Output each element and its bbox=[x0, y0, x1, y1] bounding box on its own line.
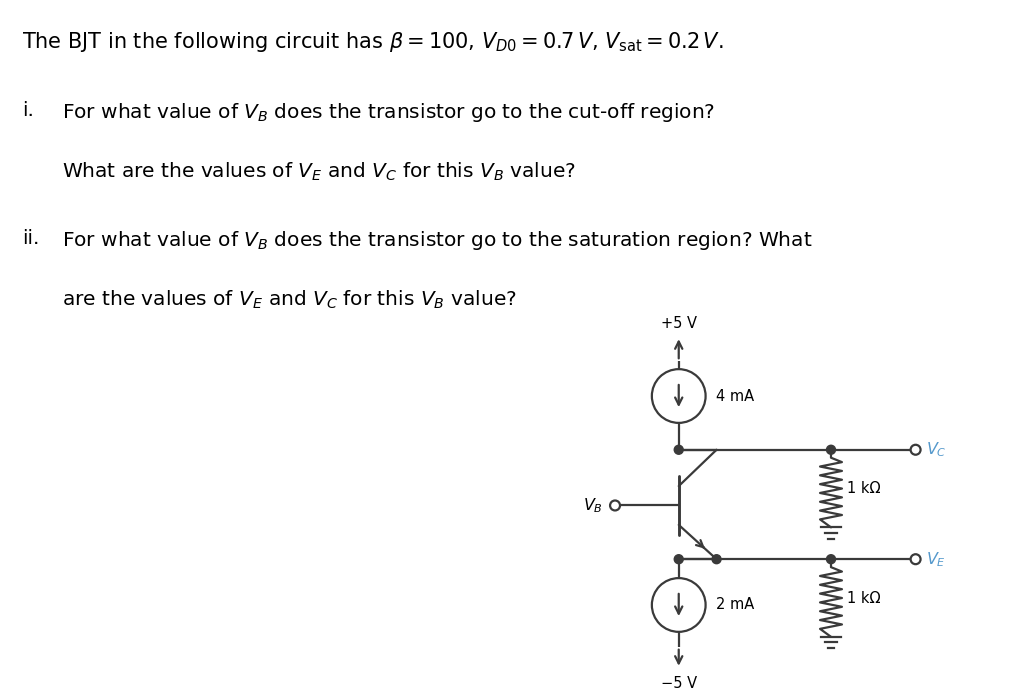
Circle shape bbox=[674, 555, 683, 564]
Text: −5 V: −5 V bbox=[660, 676, 696, 691]
Text: The BJT in the following circuit has $\beta = 100$, $V_{D0}= 0.7\,V$, $V_{\mathr: The BJT in the following circuit has $\b… bbox=[22, 30, 724, 54]
Text: 2 mA: 2 mA bbox=[716, 598, 754, 613]
Text: i.: i. bbox=[22, 101, 34, 121]
Text: ii.: ii. bbox=[22, 229, 39, 248]
Text: $V_E$: $V_E$ bbox=[926, 550, 945, 568]
Text: For what value of $V_B$ does the transistor go to the saturation region? What: For what value of $V_B$ does the transis… bbox=[61, 229, 812, 252]
Text: $V_B$: $V_B$ bbox=[584, 496, 603, 515]
Text: What are the values of $V_E$ and $V_C$ for this $V_B$ value?: What are the values of $V_E$ and $V_C$ f… bbox=[61, 161, 575, 183]
Circle shape bbox=[826, 555, 836, 564]
Circle shape bbox=[712, 555, 721, 564]
Text: For what value of $V_B$ does the transistor go to the cut-off region?: For what value of $V_B$ does the transis… bbox=[61, 101, 715, 124]
Text: 1 kΩ: 1 kΩ bbox=[847, 481, 881, 496]
Text: 4 mA: 4 mA bbox=[716, 389, 754, 403]
Text: +5 V: +5 V bbox=[660, 316, 696, 331]
Text: 1 kΩ: 1 kΩ bbox=[847, 591, 881, 605]
Circle shape bbox=[674, 446, 683, 455]
Text: are the values of $V_E$ and $V_C$ for this $V_B$ value?: are the values of $V_E$ and $V_C$ for th… bbox=[61, 289, 516, 311]
Circle shape bbox=[826, 446, 836, 455]
Text: $V_C$: $V_C$ bbox=[926, 441, 946, 459]
